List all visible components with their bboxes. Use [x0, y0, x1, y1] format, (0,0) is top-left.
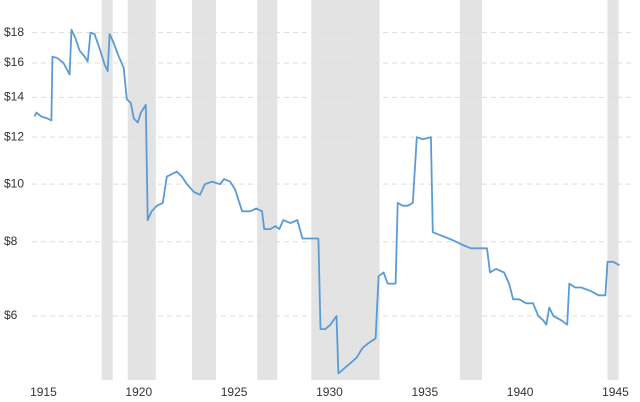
shaded-band	[607, 0, 619, 380]
y-tick-label: $10	[4, 176, 24, 190]
y-tick-label: $6	[4, 308, 18, 322]
shaded-band	[127, 0, 156, 380]
x-tick-label: 1940	[507, 385, 534, 399]
x-tick-label: 1935	[411, 385, 438, 399]
shaded-band	[257, 0, 278, 380]
x-tick-label: 1925	[221, 385, 248, 399]
y-tick-label: $14	[4, 90, 24, 104]
shaded-band	[311, 0, 380, 380]
y-tick-label: $8	[4, 234, 18, 248]
x-tick-label: 1915	[30, 385, 57, 399]
x-tick-label: 1920	[125, 385, 152, 399]
y-tick-label: $18	[4, 25, 24, 39]
price-line	[33, 28, 620, 375]
y-tick-label: $12	[4, 129, 24, 143]
x-tick-label: 1930	[316, 385, 343, 399]
y-tick-label: $16	[4, 55, 24, 69]
x-tick-label: 1945	[602, 385, 629, 399]
shaded-band	[101, 0, 113, 380]
shaded-band	[191, 0, 217, 380]
shaded-band	[459, 0, 482, 380]
